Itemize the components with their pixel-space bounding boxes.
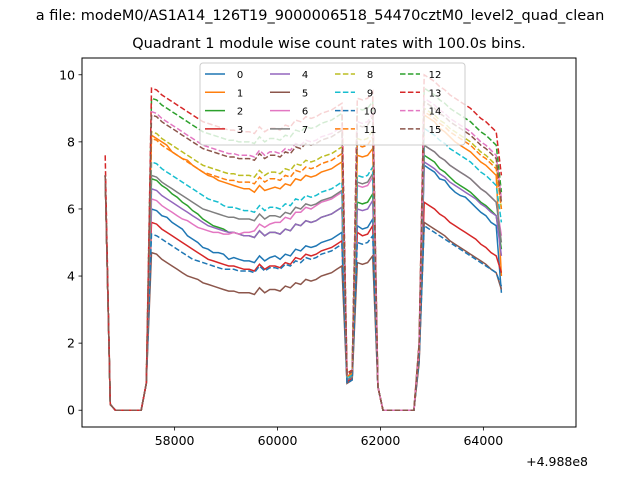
legend-label-3: 3 <box>237 125 243 136</box>
y-tick-label: 10 <box>59 67 75 82</box>
x-tick-label: 60000 <box>258 433 298 448</box>
y-tick-label: 0 <box>67 403 75 418</box>
legend-label-11: 11 <box>364 125 377 136</box>
legend-label-4: 4 <box>302 70 308 81</box>
legend-label-5: 5 <box>302 88 308 99</box>
legend-label-13: 13 <box>429 88 442 99</box>
legend-label-8: 8 <box>367 70 373 81</box>
y-tick-label: 2 <box>67 336 75 351</box>
series-line-6 <box>104 143 503 411</box>
series-line-5 <box>104 175 503 411</box>
figure-suptitle: a file: modeM0/AS1A14_126T19_9000006518_… <box>35 8 605 24</box>
legend-label-9: 9 <box>367 88 373 99</box>
series-line-10 <box>104 175 503 411</box>
legend-box <box>199 62 466 146</box>
legend-label-7: 7 <box>302 125 308 136</box>
x-offset-label: +4.988e8 <box>526 454 588 469</box>
legend-label-15: 15 <box>429 125 442 136</box>
legend-label-12: 12 <box>429 70 442 81</box>
legend-label-1: 1 <box>237 88 243 99</box>
y-tick-label: 6 <box>67 201 75 216</box>
legend-label-14: 14 <box>429 107 442 118</box>
series-line-0 <box>104 163 503 411</box>
plot-frame <box>81 57 577 428</box>
legend-label-2: 2 <box>237 107 243 118</box>
legend-label-6: 6 <box>302 107 308 118</box>
series-line-7 <box>104 143 503 411</box>
legend-label-10: 10 <box>364 107 377 118</box>
series-line-4 <box>104 160 503 411</box>
y-tick-label: 8 <box>67 134 75 149</box>
x-tick-label: 64000 <box>463 433 503 448</box>
y-tick-label: 4 <box>67 269 75 284</box>
x-tick-label: 62000 <box>361 433 401 448</box>
legend-label-0: 0 <box>237 70 243 81</box>
y-axis: 0 2 4 6 8 10 <box>59 67 82 418</box>
x-axis: 58000 60000 62000 64000 <box>155 427 503 448</box>
x-tick-label: 58000 <box>155 433 195 448</box>
series-line-3 <box>104 175 503 411</box>
chart-title: Quadrant 1 module wise count rates with … <box>132 36 526 52</box>
